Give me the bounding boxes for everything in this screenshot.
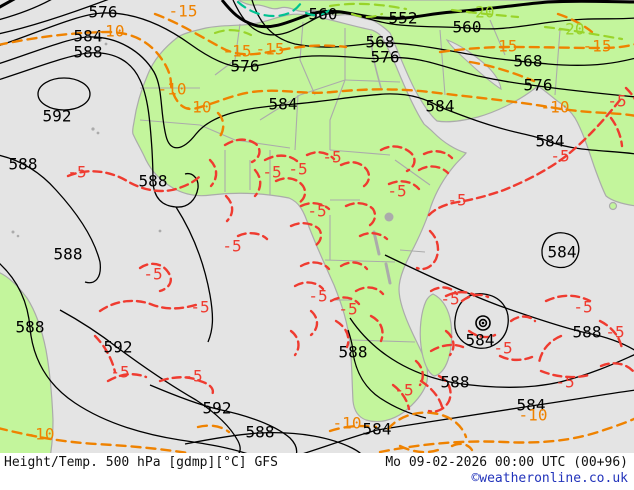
- contour-label: -5: [262, 163, 281, 182]
- contour-label: 588: [246, 423, 275, 442]
- height-contour-labels: 5765845885925885885885885925925885885845…: [9, 3, 602, 442]
- contour-label: -10: [519, 406, 548, 425]
- contour-label: 588: [74, 43, 103, 62]
- height-contours: [0, 0, 634, 453]
- temp-contours-teal: [236, 0, 333, 18]
- contour-label: -5: [607, 92, 626, 111]
- contour-label: -5: [322, 148, 341, 167]
- islands-and-lakes: [11, 33, 394, 285]
- landmass-madagascar: [419, 293, 453, 377]
- contour-label: 588: [54, 245, 83, 264]
- landmass-south-america: [0, 272, 54, 453]
- contour-label: -20: [466, 3, 495, 22]
- contour-label: -5: [308, 287, 327, 306]
- island-sri-lanka: [608, 201, 618, 211]
- contour-552-thick: [220, 0, 634, 29]
- contour-label: -10: [158, 80, 187, 99]
- contour-label: -15: [169, 2, 198, 21]
- contour-label: 588: [441, 373, 470, 392]
- contour-label: -15: [583, 37, 612, 56]
- contour-560: [232, 0, 634, 36]
- contour-label: -10: [541, 98, 570, 117]
- contour-label: -10: [26, 425, 55, 444]
- lake-tanganyika: [372, 230, 381, 256]
- contour-label: 568: [366, 33, 395, 52]
- contour-label: -15: [489, 37, 518, 56]
- contour-label: -5: [110, 363, 129, 382]
- contour-label: 584: [74, 27, 103, 46]
- contour-label: -5: [447, 191, 466, 210]
- contour-label: 584: [517, 396, 546, 415]
- contour-584-closed-small: [541, 232, 580, 269]
- contour-588-west: [0, 52, 199, 208]
- contour-label: 560: [309, 5, 338, 24]
- contour-label: -5: [493, 339, 512, 358]
- contour-label: 576: [524, 76, 553, 95]
- contour-label: -5: [143, 265, 162, 284]
- contour-label: -5: [440, 290, 459, 309]
- contour-label: -10: [333, 414, 362, 433]
- status-bar: Height/Temp. 500 hPa [gdmp][°C] GFS Mo 0…: [0, 453, 634, 490]
- contour-label: 584: [426, 97, 455, 116]
- cyclone-symbol-icon: [475, 315, 491, 331]
- contour-label: -10: [183, 98, 212, 117]
- contour-label: 592: [104, 338, 133, 357]
- map-title: Height/Temp. 500 hPa [gdmp][°C] GFS: [4, 455, 278, 470]
- contour-label: -10: [96, 22, 125, 41]
- contour-label: -5: [605, 323, 624, 342]
- map-datetime: Mo 09-02-2026 00:00 UTC (00+96): [385, 455, 628, 470]
- contour-label: 576: [231, 57, 260, 76]
- contour-label: -20: [556, 20, 585, 39]
- contour-label: 588: [9, 155, 38, 174]
- contour-label: 584: [536, 132, 565, 151]
- contour-label: 584: [269, 95, 298, 114]
- contour-label: -5: [307, 202, 326, 221]
- temp-contours-orange: [0, 12, 634, 453]
- contour-label: 552: [389, 9, 418, 28]
- contour-label: 588: [139, 172, 168, 191]
- contour-label: -5: [288, 160, 307, 179]
- contour-label: -15: [223, 42, 252, 61]
- contour-label: -5: [555, 373, 574, 392]
- contour-576-west: [0, 12, 634, 98]
- nile-river: [370, 33, 382, 89]
- country-borders: [139, 19, 561, 343]
- temp-contours-red: [66, 86, 634, 413]
- temp-contour-labels: -10-10-10 -10-10-10 -10-15-15 -15 -15 -15-20-…: [26, 2, 627, 444]
- contour-label: 588: [573, 323, 602, 342]
- contour-label: -5: [550, 147, 569, 166]
- contour-label: 576: [371, 48, 400, 67]
- contour-label: -5: [573, 298, 592, 317]
- contour-label: 588: [16, 318, 45, 337]
- contour-label: 584: [363, 420, 392, 439]
- contour-568: [251, 0, 634, 66]
- contour-label: 576: [89, 3, 118, 22]
- weather-map: 5765845885925885885885885925925885885845…: [0, 0, 634, 453]
- contour-label: 568: [514, 52, 543, 71]
- contour-label: -5: [190, 298, 209, 317]
- contour-label: -5: [338, 300, 357, 319]
- landmass-layer: [0, 0, 634, 453]
- contour-label: 592: [203, 399, 232, 418]
- contour-label: 584: [548, 243, 577, 262]
- contour-label: -5: [67, 163, 86, 182]
- contour-label: 588: [339, 343, 368, 362]
- contour-label: -5: [183, 367, 202, 386]
- temp-contours-green: [213, 2, 624, 41]
- lake-victoria: [384, 212, 394, 222]
- contour-592-closed: [37, 77, 91, 111]
- contour-label: -5: [394, 381, 413, 400]
- lake-malawi: [384, 262, 392, 285]
- contour-584-west: [0, 36, 634, 155]
- contour-label: -5: [222, 237, 241, 256]
- copyright-link[interactable]: ©weatheronline.co.uk: [471, 471, 628, 486]
- contour-label: -5: [387, 182, 406, 201]
- contour-label: 560: [453, 18, 482, 37]
- contour-label: 584: [466, 331, 495, 350]
- contour-label: -15: [256, 40, 285, 59]
- contour-label: 592: [43, 107, 72, 126]
